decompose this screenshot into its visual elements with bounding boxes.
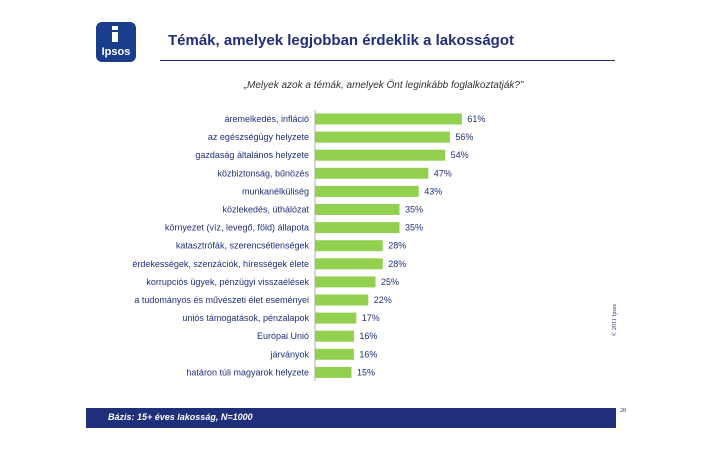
ipsos-logo-mark-icon [112,26,118,42]
value-label: 35% [405,205,423,215]
category-label: környezet (víz, levegő, föld) állapota [165,223,309,233]
value-label: 17% [362,313,380,323]
bar [315,167,429,179]
category-label: uniós támogatások, pénzalapok [182,313,309,323]
value-label: 28% [388,241,406,251]
bar [315,131,450,143]
survey-question: „Melyek azok a témák, amelyek Önt legink… [243,80,524,91]
category-label: járványok [269,349,309,359]
category-label: korrupciós ügyek, pénzügyi visszaélések [146,277,309,287]
category-label: katasztrófák, szerencsétlenségek [176,241,310,251]
bar [315,240,383,252]
category-label: közbiztonság, bűnözés [217,168,309,178]
bar [315,113,462,125]
value-label: 43% [424,186,442,196]
category-label: határon túli magyarok helyzete [186,367,309,377]
bar [315,276,376,288]
bar [315,204,400,215]
footer-bar: Bázis: 15+ éves lakosság, N=1000 [86,408,616,428]
bar [315,366,352,378]
footer-base-text: Bázis: 15+ éves lakosság, N=1000 [108,412,253,422]
page-number: 28 [620,408,626,414]
value-label: 25% [381,277,399,287]
category-label: az egészségügy helyzete [208,132,309,142]
value-label: 22% [374,295,392,305]
bar [315,330,354,342]
logo-text: Ipsos [101,46,131,58]
category-label: áremelkedés, infláció [224,114,309,124]
bar [315,348,354,360]
copyright-note: © 2011 Ipsos [612,303,618,336]
value-label: 47% [434,168,452,178]
category-label: közlekedés, úthálózat [222,205,309,215]
value-label: 54% [451,150,469,160]
bar [315,312,357,324]
category-label: a tudományos és művészeti élet eseményei [134,295,309,305]
category-label: munkanélküliség [242,186,309,196]
value-label: 16% [359,349,377,359]
category-label: érdekességek, szenzációk, hírességek éle… [132,259,309,269]
value-label: 56% [455,132,473,142]
bar [315,185,419,197]
title-divider [160,60,615,61]
value-label: 15% [357,367,375,377]
bar [315,222,400,234]
ipsos-logo: Ipsos [96,22,136,62]
value-label: 28% [388,259,406,269]
bar [315,258,383,270]
bar [315,149,446,161]
category-label: Európai Unió [257,331,309,341]
value-label: 35% [405,223,423,233]
category-label: gazdaság általános helyzete [195,150,309,160]
bar [315,294,369,306]
value-label: 16% [359,331,377,341]
value-label: 61% [467,114,485,124]
page-title: Témák, amelyek legjobban érdeklik a lako… [168,32,514,49]
